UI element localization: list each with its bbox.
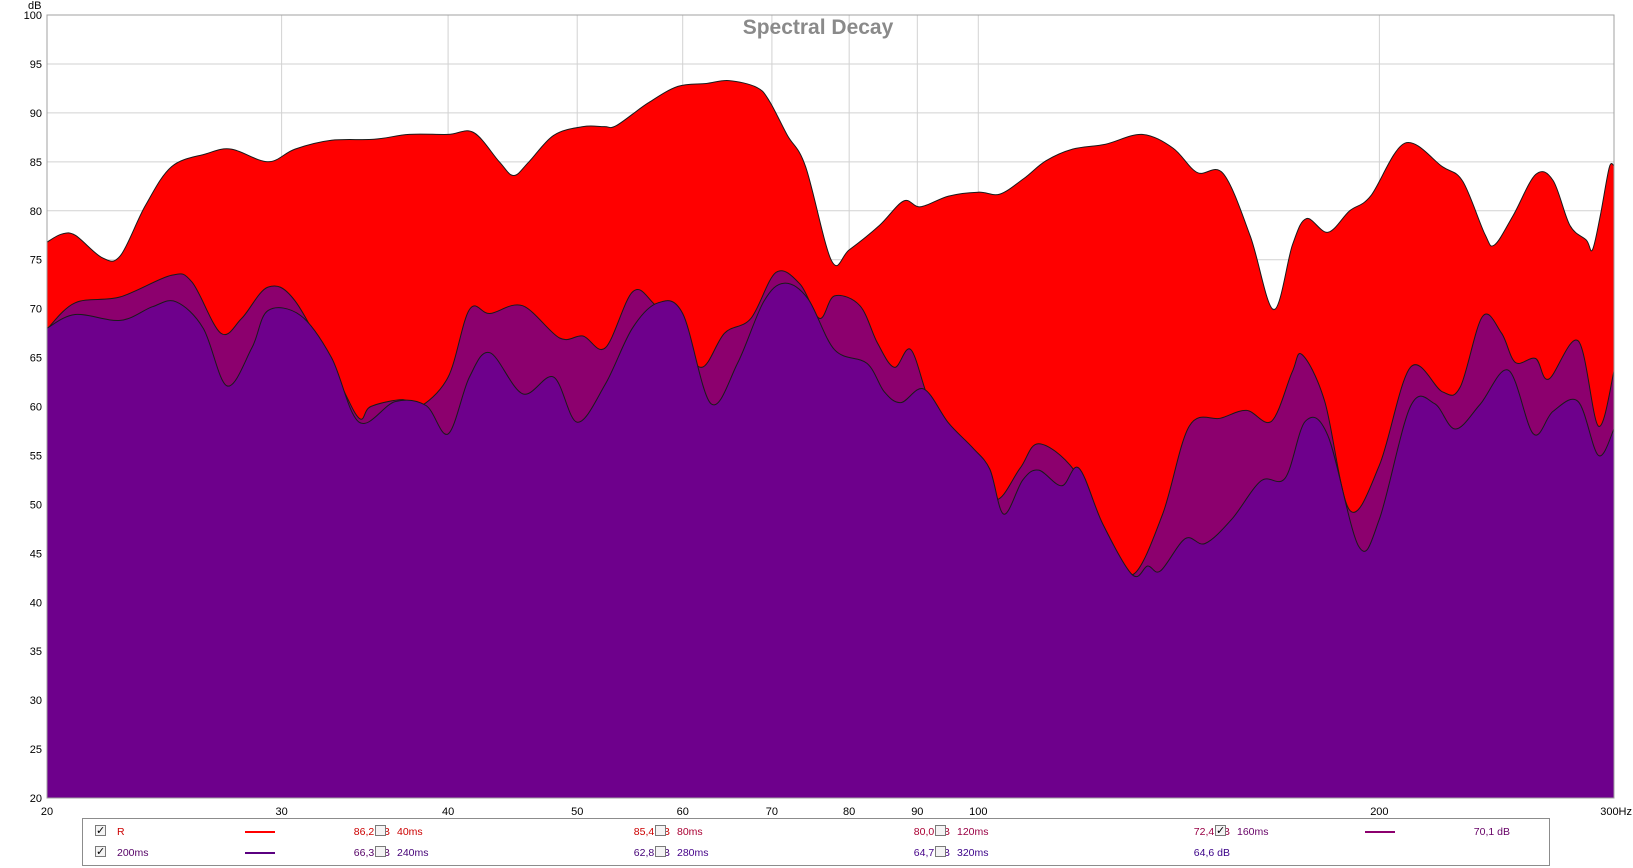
x-tick-label-100: 100 [969,806,987,818]
x-tick-label-80: 80 [843,806,855,818]
line-series-200ms [46,282,1615,578]
x-tick-label-70: 70 [766,806,778,818]
legend-panel: ✓ R 86,2 dB 40ms 85,4 dB 80ms 80,0 dB 120ms 72,4… [82,818,1550,866]
x-tick-label-300Hz: 300Hz [1600,806,1632,818]
legend-checkbox-200ms[interactable]: ✓ [95,846,106,858]
y-tick-label-40: 40 [30,597,42,609]
y-tick-label-90: 90 [30,108,42,120]
legend-item-R: ✓ R 86,2 dB [95,824,390,840]
y-tick-label-95: 95 [30,59,42,71]
legend-label-240ms: 240ms [397,847,429,859]
line-series-R [46,79,1615,311]
x-tick-label-40: 40 [442,806,454,818]
legend-checkbox-240ms[interactable] [375,846,386,857]
y-axis-ticks: 20 25 30 35 40 45 50 55 60 65 70 75 80 85 90 95 100 [24,10,42,805]
legend-checkbox-R[interactable]: ✓ [95,825,106,837]
y-tick-label-65: 65 [30,353,42,365]
legend-item-40ms: 40ms 85,4 dB [375,824,670,840]
legend-label-160ms: 160ms [1237,826,1269,838]
x-axis-ticks: 20 30 40 50 60 70 80 90 100 200 300Hz [41,806,1632,818]
legend-label-R: R [117,826,125,838]
legend-swatch-160ms [1365,831,1395,833]
legend-item-200ms: ✓ 200ms 66,3 dB [95,845,390,861]
y-tick-label-100: 100 [24,10,42,22]
y-tick-label-60: 60 [30,402,42,414]
legend-checkbox-120ms[interactable] [935,825,946,836]
legend-value-160ms: 70,1 dB [1473,826,1510,838]
area-series-200ms [47,283,1614,798]
line-series-160ms [46,270,1615,576]
x-tick-label-20: 20 [41,806,53,818]
x-tick-label-60: 60 [677,806,689,818]
legend-item-280ms: 280ms 64,7 dB [655,845,950,861]
y-tick-label-45: 45 [30,548,42,560]
legend-checkbox-320ms[interactable] [935,846,946,857]
plot-frame [46,14,1615,799]
y-tick-label-35: 35 [30,646,42,658]
legend-item-320ms: 320ms 64,6 dB [935,845,1230,861]
legend-checkbox-280ms[interactable] [655,846,666,857]
legend-item-80ms: 80ms 80,0 dB [655,824,950,840]
y-tick-label-80: 80 [30,206,42,218]
chart-title: Spectral Decay [743,16,894,39]
legend-item-160ms: ✓ 160ms 70,1 dB [1215,824,1510,840]
legend-checkbox-80ms[interactable] [655,825,666,836]
y-tick-label-55: 55 [30,450,42,462]
x-tick-label-90: 90 [911,806,923,818]
legend-label-200ms: 200ms [117,847,149,859]
legend-label-280ms: 280ms [677,847,709,859]
legend-checkbox-160ms[interactable]: ✓ [1215,825,1226,837]
legend-item-240ms: 240ms 62,8 dB [375,845,670,861]
y-tick-label-25: 25 [30,744,42,756]
x-tick-label-30: 30 [275,806,287,818]
legend-label-40ms: 40ms [397,826,423,838]
legend-label-120ms: 120ms [957,826,989,838]
y-tick-label-85: 85 [30,157,42,169]
y-axis-unit-label: dB [28,0,41,12]
y-tick-label-75: 75 [30,255,42,267]
legend-value-320ms: 64,6 dB [1193,847,1230,859]
legend-checkbox-40ms[interactable] [375,825,386,836]
legend-swatch-200ms [245,852,275,854]
legend-label-80ms: 80ms [677,826,703,838]
y-tick-label-20: 20 [30,793,42,805]
legend-label-320ms: 320ms [957,847,989,859]
x-tick-label-50: 50 [571,806,583,818]
legend-swatch-R [245,831,275,833]
x-tick-label-200: 200 [1370,806,1388,818]
decay-areas [46,79,1615,799]
legend-item-120ms: 120ms 72,4 dB [935,824,1230,840]
y-tick-label-30: 30 [30,695,42,707]
y-tick-label-50: 50 [30,499,42,511]
y-tick-label-70: 70 [30,304,42,316]
